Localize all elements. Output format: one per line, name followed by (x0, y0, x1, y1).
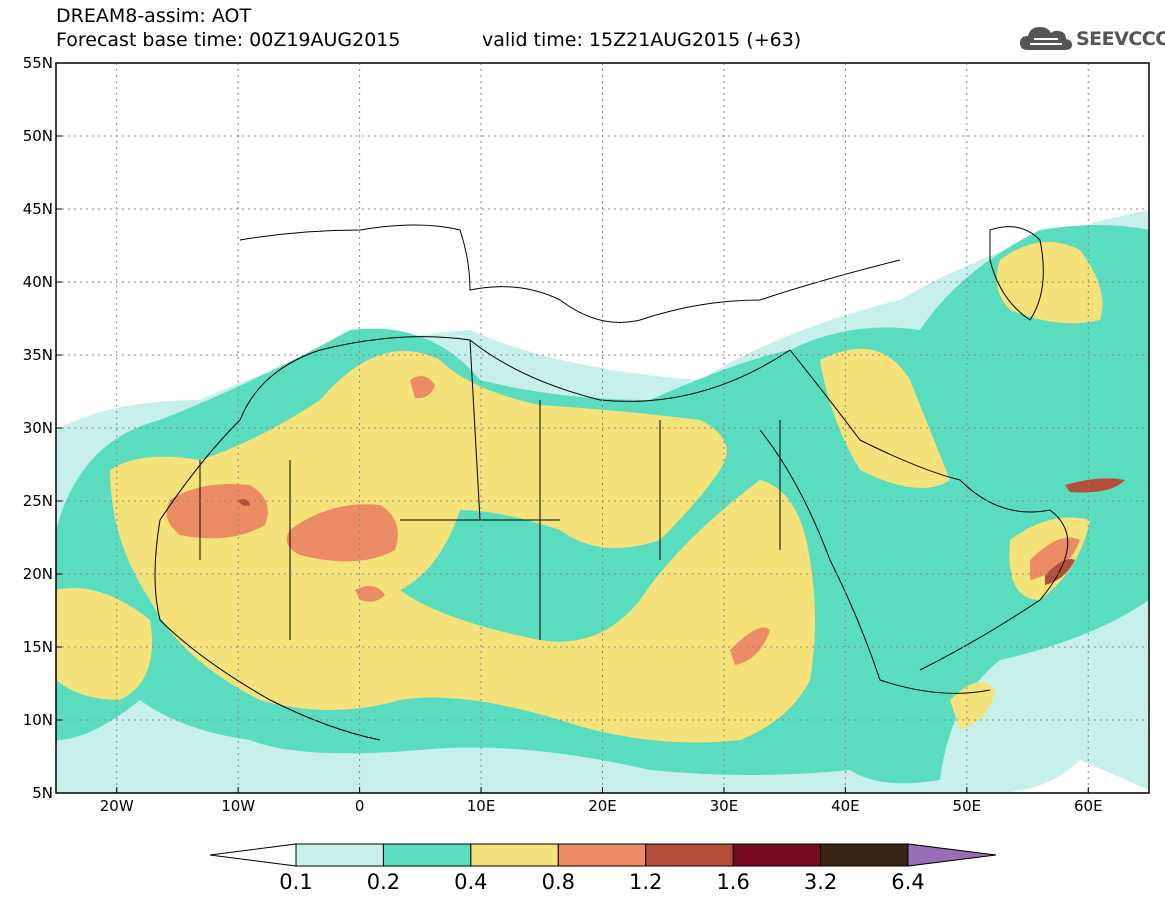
aot-field-0.4-caspian (996, 242, 1103, 324)
colorbar-segment (820, 843, 909, 867)
lon-tick-label: 20E (588, 797, 617, 815)
colorbar-segment (557, 843, 647, 867)
gridlines (56, 63, 1149, 793)
seevccc-logo: SEEVCCC (1018, 22, 1165, 56)
colorbar-label: 6.4 (891, 870, 925, 894)
colorbar-label: 0.4 (454, 870, 488, 894)
colorbar-segment (645, 843, 734, 867)
map-title: DREAM8-assim: AOT (56, 5, 252, 27)
coastline-west-africa (154, 419, 381, 741)
lon-tick-label: 50E (953, 797, 982, 815)
colorbar-segment (382, 843, 472, 867)
valid-time: valid time: 15Z21AUG2015 (+63) (482, 29, 802, 51)
colorbar (209, 843, 997, 867)
colorbar-label: 3.2 (803, 870, 838, 894)
coastline-europe (239, 224, 901, 323)
coastline-red-sea (759, 429, 991, 694)
coastline-africa-north (239, 336, 791, 421)
lat-tick-label: 15N (23, 638, 53, 656)
aot-fields (56, 210, 1149, 793)
lat-tick-label: 25N (23, 492, 53, 510)
lon-tick-label: 40E (831, 797, 860, 815)
lat-tick-label: 5N (32, 784, 53, 802)
lat-tick-label: 55N (23, 54, 53, 72)
lat-tick-label: 35N (23, 346, 53, 364)
coastline-caspian (989, 226, 1044, 321)
border-lines (199, 339, 781, 640)
aot-field-0.4-west (56, 588, 152, 700)
lat-tick-label: 45N (23, 200, 53, 218)
colorbar-label: 0.1 (279, 870, 313, 894)
colorbar-under-triangle (209, 843, 297, 867)
aot-field-1.2-a (1065, 478, 1125, 493)
colorbar-label: 0.2 (366, 870, 401, 894)
aot-field-0.4-arabia (820, 348, 950, 488)
aot-field-0.8-b (286, 504, 398, 562)
colorbar-segment (732, 843, 822, 867)
aot-field-0.8-e (355, 586, 385, 602)
lat-tick-label: 30N (23, 419, 53, 437)
lat-tick-label: 40N (23, 273, 53, 291)
axis-ticks: 20W 10W 0 10E 20E 30E 40E 50E 60E 5N 10N 15N 20N 25N 3… (23, 54, 1103, 815)
colorbar-label: 1.2 (629, 870, 663, 894)
lat-tick-label: 20N (23, 565, 53, 583)
colorbar-label: 0.8 (541, 870, 575, 894)
colorbar-segment (295, 843, 384, 867)
aot-field-0.8-d (730, 627, 770, 665)
lon-tick-label: 10W (221, 797, 255, 815)
lon-tick-label: 60E (1074, 797, 1103, 815)
cloud-icon (1020, 27, 1072, 50)
lon-tick-label: 0 (355, 797, 365, 815)
lat-tick-label: 10N (23, 711, 53, 729)
logo-text: SEEVCCC (1076, 28, 1165, 50)
lon-tick-label: 10E (467, 797, 496, 815)
aot-field-0.4-main (110, 351, 815, 743)
lon-tick-label: 30E (710, 797, 739, 815)
forecast-base-time: Forecast base time: 00Z19AUG2015 (56, 29, 401, 51)
coastlines (154, 224, 1069, 741)
lat-tick-label: 50N (23, 127, 53, 145)
colorbar-label: 1.6 (716, 870, 750, 894)
colorbar-segment (470, 843, 559, 867)
lon-tick-label: 20W (100, 797, 134, 815)
coastline-arabia (789, 349, 1069, 671)
aot-field-0.8-c (410, 376, 435, 399)
aot-field-1.2-b (1045, 559, 1075, 585)
aot-field-0.4-somalia (950, 682, 995, 730)
aot-field-1.2-c (238, 499, 250, 506)
aot-field-0.8-a (166, 484, 268, 539)
colorbar-over-triangle (907, 843, 997, 867)
